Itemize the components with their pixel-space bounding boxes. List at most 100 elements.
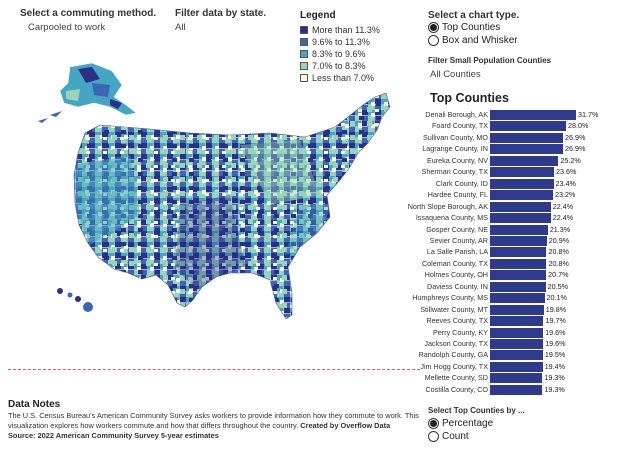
legend-item[interactable]: 8.3% to 9.6%: [300, 48, 366, 59]
legend-item[interactable]: 7.0% to 8.3%: [300, 60, 366, 71]
bar[interactable]: [490, 350, 543, 361]
bar[interactable]: [490, 270, 547, 281]
top-counties-bar-chart: Denali Borough, AK 31.7% Foard County, TX 2…: [400, 110, 615, 400]
bar[interactable]: [490, 213, 551, 224]
bar-label: Perry County, KY: [433, 327, 488, 337]
bar[interactable]: [490, 373, 543, 384]
bar-row[interactable]: Lagrange County, IN 26.9%: [400, 144, 610, 155]
chart-type-top-counties-radio[interactable]: Top Counties: [428, 22, 500, 33]
bar-row[interactable]: Humphreys County, MS 20.1%: [400, 293, 610, 304]
bar[interactable]: [490, 384, 543, 395]
top-by-percentage-radio[interactable]: Percentage: [428, 418, 493, 429]
bar-row[interactable]: Perry County, KY 19.6%: [400, 327, 610, 338]
bar-row[interactable]: Jackson County, TX 19.6%: [400, 339, 610, 349]
bar[interactable]: [490, 155, 559, 166]
bar[interactable]: [490, 247, 547, 258]
bar[interactable]: [490, 339, 544, 349]
bar-value-label: 19.3%: [544, 384, 565, 394]
bar-row[interactable]: Stillwater County, MT 19.8%: [400, 304, 610, 315]
bar[interactable]: [490, 235, 547, 246]
bar-label: Eureka County, NV: [427, 155, 488, 165]
bar-row[interactable]: Jim Hogg County, TX 19.4%: [400, 361, 610, 372]
bar-label: Mellette County, SD: [424, 373, 488, 383]
bar[interactable]: [490, 281, 546, 292]
legend-item[interactable]: Less than 7.0%: [300, 72, 374, 83]
bar[interactable]: [490, 327, 544, 338]
bar-value-label: 19.3%: [544, 373, 565, 383]
bar-value-label: 20.7%: [548, 270, 569, 280]
chart-type-box-whisker-radio[interactable]: Box and Whisker: [428, 35, 518, 46]
bar-label: Jim Hogg County, TX: [420, 361, 488, 371]
commute-method-label: Select a commuting method.: [20, 8, 157, 19]
bar-row[interactable]: Coleman County, TX 20.8%: [400, 258, 610, 269]
bar-label: Hardee County, FL: [427, 190, 488, 200]
bar-label: Foard County, TX: [431, 121, 488, 131]
bar-label: Randolph County, GA: [418, 350, 488, 360]
bar-row[interactable]: North Slope Borough, AK 22.4%: [400, 201, 610, 212]
bar-label: Denali Borough, AK: [425, 110, 488, 119]
bar[interactable]: [490, 110, 577, 120]
bar-row[interactable]: Hardee County, FL 23.2%: [400, 190, 610, 201]
bar-label: Sullivan County, MO: [423, 132, 488, 142]
data-notes-source: Source: 2022 American Community Survey 5…: [8, 431, 219, 440]
bar-row[interactable]: Sevier County, AR 20.9%: [400, 235, 610, 246]
bar-row[interactable]: Sullivan County, MO 26.9%: [400, 132, 610, 143]
bar-row[interactable]: Gosper County, NE 21.3%: [400, 224, 610, 235]
bar[interactable]: [490, 293, 545, 304]
bar[interactable]: [490, 361, 543, 372]
bar[interactable]: [490, 201, 551, 212]
bar-row[interactable]: Mellette County, SD 19.3%: [400, 373, 610, 384]
bar-row[interactable]: Daviess County, IN 20.5%: [400, 281, 610, 292]
chart-title: Top Counties: [430, 91, 509, 105]
chart-type-label: Select a chart type.: [428, 10, 520, 21]
radio-empty-icon: [428, 35, 439, 46]
bar[interactable]: [490, 304, 544, 315]
bar-row[interactable]: Issaquena County, MS 22.4%: [400, 213, 610, 224]
bar-row[interactable]: Clark County, ID 23.4%: [400, 178, 610, 189]
top-by-count-radio[interactable]: Count: [428, 431, 469, 442]
bar-row[interactable]: Costilla County, CO 19.3%: [400, 384, 610, 395]
bar-value-label: 20.1%: [546, 293, 567, 303]
section-divider: [8, 369, 420, 370]
commute-method-select[interactable]: Carpooled to work: [28, 22, 106, 33]
bar-row[interactable]: Reeves County, TX 19.7%: [400, 316, 610, 327]
bar-row[interactable]: La Salle Parish, LA 20.8%: [400, 247, 610, 258]
radio-selected-icon: [428, 418, 439, 429]
us-county-map[interactable]: [30, 55, 400, 355]
bar[interactable]: [490, 144, 563, 155]
bar[interactable]: [490, 224, 548, 235]
bar-row[interactable]: Randolph County, GA 19.5%: [400, 350, 610, 361]
legend-swatch: [300, 49, 308, 58]
legend-item[interactable]: 9.6% to 11.3%: [300, 36, 370, 47]
bar-label: La Salle Parish, LA: [426, 247, 488, 257]
alaska-counties[interactable]: [38, 62, 137, 123]
bar[interactable]: [490, 121, 566, 132]
bar-row[interactable]: Eureka County, NV 25.2%: [400, 155, 610, 166]
hawaii-counties[interactable]: [57, 288, 93, 312]
data-notes-line: The U.S. Census Bureau's American Commun…: [8, 411, 419, 420]
conus-outline: [73, 92, 391, 320]
bar-label: North Slope Borough, AK: [407, 201, 488, 211]
bar-label: Sherman County, TX: [421, 167, 488, 177]
small-pop-filter-select[interactable]: All Counties: [430, 69, 481, 80]
bar[interactable]: [490, 167, 555, 178]
bar[interactable]: [490, 132, 563, 143]
bar-row[interactable]: Holmes County, OH 20.7%: [400, 270, 610, 281]
bar[interactable]: [490, 178, 554, 189]
state-filter-select[interactable]: All: [175, 22, 186, 33]
bar-value-label: 22.4%: [552, 201, 574, 211]
bar-row[interactable]: Denali Borough, AK 31.7%: [400, 110, 610, 120]
bar[interactable]: [490, 190, 553, 201]
bar-value-label: 25.2%: [560, 155, 581, 165]
legend-swatch: [300, 25, 308, 34]
bar[interactable]: [490, 316, 544, 327]
bar-value-label: 31.7%: [578, 110, 599, 119]
bar-value-label: 19.7%: [545, 316, 566, 326]
bar-value-label: 26.9%: [565, 144, 586, 154]
bar-row[interactable]: Foard County, TX 28.0%: [400, 121, 610, 132]
data-notes-title: Data Notes: [8, 399, 61, 410]
legend-item[interactable]: More than 11.3%: [300, 24, 380, 35]
bar-value-label: 20.8%: [548, 247, 569, 257]
bar-row[interactable]: Sherman County, TX 23.6%: [400, 167, 610, 178]
bar[interactable]: [490, 258, 547, 269]
